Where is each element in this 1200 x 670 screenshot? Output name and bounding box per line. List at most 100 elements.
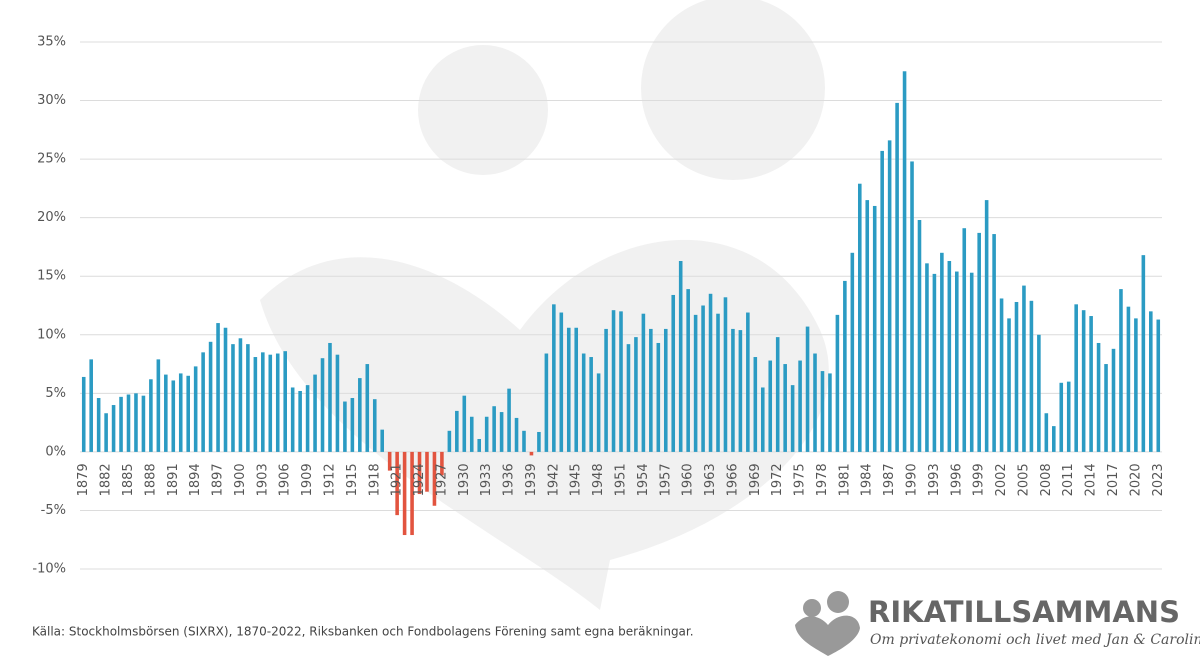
bar — [477, 439, 482, 452]
bar — [955, 271, 959, 452]
bar — [104, 413, 108, 452]
bar — [231, 344, 235, 452]
bar — [999, 298, 1004, 452]
bar — [1029, 300, 1034, 452]
bar — [402, 451, 407, 536]
x-tick-label: 1924 — [412, 463, 427, 496]
x-tick-label: 2014 — [1084, 463, 1099, 496]
bar — [678, 260, 683, 452]
bar — [723, 297, 728, 452]
bar — [1022, 285, 1026, 452]
tagline: Om privatekonomi och livet med Jan & Car… — [870, 632, 1200, 648]
bar — [425, 451, 429, 492]
bar — [432, 451, 437, 506]
x-tick-label: 1951 — [614, 463, 629, 496]
bar — [1081, 310, 1086, 452]
bar — [440, 451, 444, 476]
bar — [925, 263, 929, 452]
bar — [820, 371, 825, 452]
bar — [89, 359, 93, 452]
bar — [119, 396, 123, 452]
bar — [850, 252, 855, 452]
bar — [805, 326, 810, 452]
x-tick-label: 1996 — [949, 463, 964, 496]
bar — [343, 401, 347, 452]
bar — [857, 183, 862, 452]
bar — [731, 328, 735, 452]
x-tick-label: 1966 — [725, 463, 740, 496]
bar — [656, 342, 661, 452]
x-tick-label: 1993 — [927, 463, 942, 496]
bar — [701, 305, 705, 452]
y-tick-label: 30% — [37, 93, 66, 108]
bar — [746, 312, 750, 452]
bar — [410, 451, 414, 536]
bar — [753, 357, 758, 452]
bar — [589, 357, 593, 452]
bar — [1074, 304, 1078, 452]
x-tick-label: 1885 — [121, 463, 136, 496]
x-tick-label: 1990 — [905, 463, 920, 496]
bar — [619, 311, 623, 452]
x-tick-label: 1960 — [681, 463, 696, 496]
bar — [522, 430, 526, 452]
bar — [813, 353, 817, 452]
bar — [134, 393, 138, 452]
bar — [611, 310, 616, 452]
bar — [1066, 381, 1071, 452]
y-tick-label: 0% — [45, 444, 66, 459]
bar — [1156, 319, 1161, 452]
bar — [275, 353, 280, 452]
bar — [969, 272, 974, 452]
bar — [880, 150, 884, 452]
bar — [693, 314, 698, 452]
bar — [1096, 342, 1101, 452]
bar — [507, 388, 511, 452]
x-tick-label: 2020 — [1128, 463, 1143, 496]
x-tick-label: 1936 — [502, 463, 517, 496]
x-tick-label: 1909 — [300, 463, 315, 496]
bar — [708, 293, 713, 452]
logo — [795, 591, 860, 656]
bar — [895, 102, 899, 452]
bar — [768, 360, 773, 452]
y-tick-label: 15% — [37, 269, 66, 284]
bar — [253, 357, 258, 452]
x-tick-label: 1903 — [255, 463, 270, 496]
bar — [320, 358, 325, 452]
bar — [469, 416, 474, 452]
bar — [96, 398, 101, 452]
bar — [126, 394, 131, 452]
x-tick-label: 1945 — [569, 463, 584, 496]
x-tick-label: 1954 — [636, 463, 651, 496]
bar — [574, 327, 579, 452]
bar — [455, 410, 459, 452]
source-note: Källa: Stockholmsbörsen (SIXRX), 1870-20… — [32, 625, 694, 639]
bar — [902, 71, 907, 452]
x-tick-label: 2017 — [1106, 463, 1121, 496]
x-tick-label: 1939 — [524, 463, 539, 496]
bar — [1126, 306, 1131, 452]
bar — [1111, 348, 1116, 452]
x-tick-label: 1927 — [434, 463, 449, 496]
bar — [596, 373, 601, 452]
y-tick-label: -10% — [32, 562, 66, 577]
bar — [380, 429, 385, 452]
bar — [865, 200, 870, 452]
bar — [1037, 334, 1041, 452]
bar — [171, 380, 176, 452]
bar — [552, 304, 556, 452]
bar — [581, 353, 586, 452]
x-tick-label: 2008 — [1039, 463, 1054, 496]
bar — [626, 344, 631, 452]
bar — [201, 352, 205, 452]
x-tick-label: 1930 — [457, 463, 472, 496]
bar — [671, 294, 676, 452]
x-tick-label: 1906 — [278, 463, 293, 496]
bar — [1052, 426, 1056, 452]
bar — [395, 451, 399, 516]
bar — [499, 412, 504, 452]
bar — [283, 351, 287, 452]
bar — [760, 387, 765, 452]
bar — [559, 312, 564, 452]
